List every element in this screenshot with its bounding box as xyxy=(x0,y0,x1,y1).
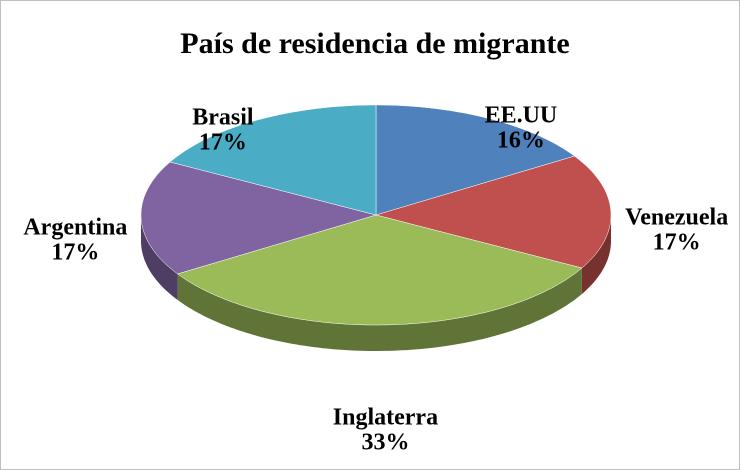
slice xyxy=(375,155,612,269)
data-label-name: EE.UU xyxy=(485,102,558,128)
data-label-value: 33% xyxy=(361,429,409,455)
data-label-value: 17% xyxy=(653,230,701,256)
slice-side xyxy=(177,268,582,351)
data-label-value: 17% xyxy=(199,129,247,155)
data-label-value: 17% xyxy=(51,240,99,266)
data-label-name: Brasil xyxy=(192,104,254,130)
data-label-value: 16% xyxy=(497,127,545,153)
slice xyxy=(375,104,575,216)
data-label-name: Argentina xyxy=(23,215,127,241)
data-label-name: Venezuela xyxy=(625,205,728,231)
chart-title: País de residencia de migrante xyxy=(180,27,569,60)
slice-side xyxy=(581,215,611,294)
slice xyxy=(169,104,377,216)
slice-side xyxy=(141,215,178,300)
slice xyxy=(140,161,377,275)
data-label-name: Inglaterra xyxy=(333,404,438,430)
slice xyxy=(177,214,583,326)
